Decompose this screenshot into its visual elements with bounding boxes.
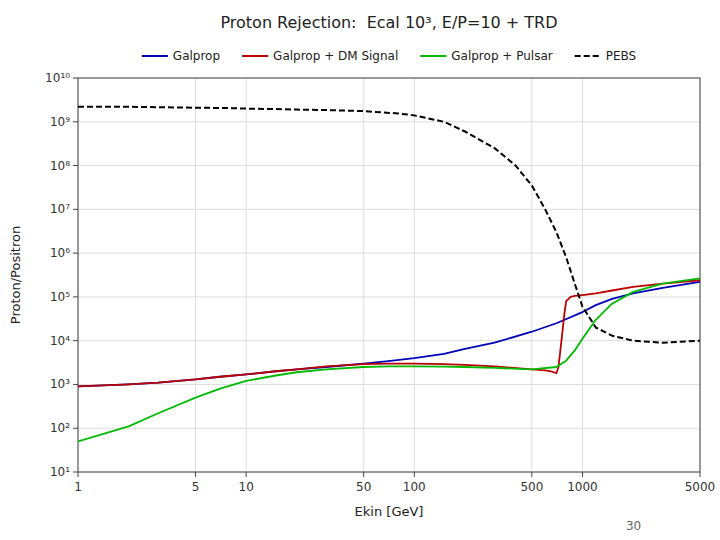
tick-label: 500 xyxy=(520,480,543,494)
grid xyxy=(78,78,700,472)
legend-swatch xyxy=(575,55,601,57)
tick-label: 1000 xyxy=(567,480,598,494)
tick xyxy=(700,472,701,477)
tick-label: 10⁸ xyxy=(50,159,70,173)
grid-line xyxy=(582,78,583,472)
tick xyxy=(73,78,78,79)
tick xyxy=(73,428,78,429)
tick xyxy=(582,472,583,477)
legend-label: Galprop + DM Signal xyxy=(273,49,398,63)
tick xyxy=(246,472,247,477)
series-line xyxy=(78,278,700,441)
tick-label: 1 xyxy=(74,480,82,494)
grid-line xyxy=(78,121,700,122)
tick-label: 10⁴ xyxy=(50,334,70,348)
grid-line xyxy=(78,209,700,210)
tick-label: 10⁹ xyxy=(50,115,70,129)
legend-swatch xyxy=(420,55,446,57)
legend: Galprop Galprop + DM Signal Galprop + Puls… xyxy=(142,49,636,63)
title: Proton Rejection: Ecal 10³, E/P=10 + TRD xyxy=(220,13,557,32)
axes: 1 5 10 50 100 500 1000 5000 10¹ 10² 10³ 10⁴ 10⁵ 10⁶ 10… xyxy=(45,71,715,494)
grid-line xyxy=(78,253,700,254)
series-line xyxy=(78,282,700,387)
tick xyxy=(414,472,415,477)
tick xyxy=(531,472,532,477)
tick xyxy=(195,472,196,477)
series-line xyxy=(78,280,700,386)
tick-label: 10⁷ xyxy=(50,202,70,216)
plot-frame xyxy=(78,78,700,472)
grid-line xyxy=(78,296,700,297)
grid-line xyxy=(78,340,700,341)
tick-label: 10 xyxy=(239,480,254,494)
tick-label: 100 xyxy=(403,480,426,494)
tick xyxy=(73,209,78,210)
tick-label: 10³ xyxy=(50,377,70,391)
tick-label: 10² xyxy=(50,421,70,435)
grid-line xyxy=(363,78,364,472)
tick xyxy=(73,121,78,122)
x-axis-label: Ekin [GeV] xyxy=(355,504,424,519)
tick-label: 5 xyxy=(192,480,200,494)
tick xyxy=(363,472,364,477)
grid-line xyxy=(531,78,532,472)
legend-swatch xyxy=(242,55,268,57)
tick xyxy=(73,296,78,297)
legend-item: Galprop + Pulsar xyxy=(420,49,552,63)
tick xyxy=(73,165,78,166)
series-lines xyxy=(78,107,700,442)
tick-label: 5000 xyxy=(685,480,716,494)
tick-label: 50 xyxy=(356,480,371,494)
tick-label: 10⁵ xyxy=(50,290,70,304)
series-line xyxy=(78,107,700,343)
grid-line xyxy=(414,78,415,472)
grid-line xyxy=(246,78,247,472)
tick xyxy=(73,472,78,473)
grid-line xyxy=(78,165,700,166)
legend-label: Galprop xyxy=(173,49,220,63)
legend-item: Galprop + DM Signal xyxy=(242,49,398,63)
tick xyxy=(78,472,79,477)
grid-line xyxy=(195,78,196,472)
legend-label: PEBS xyxy=(606,49,636,63)
tick-label: 10⁶ xyxy=(50,246,70,260)
grid-line xyxy=(78,428,700,429)
legend-item: Galprop xyxy=(142,49,220,63)
y-axis-label: Proton/Positron xyxy=(8,226,23,324)
tick-label: 10¹⁰ xyxy=(45,71,70,85)
grid-line xyxy=(78,384,700,385)
annotation: 30 xyxy=(626,519,641,533)
legend-item: PEBS xyxy=(575,49,636,63)
tick-label: 10¹ xyxy=(50,465,70,479)
legend-swatch xyxy=(142,55,168,57)
legend-label: Galprop + Pulsar xyxy=(451,49,552,63)
tick xyxy=(73,253,78,254)
tick xyxy=(73,384,78,385)
tick xyxy=(73,340,78,341)
chart: 1 5 10 50 100 500 1000 5000 10¹ 10² 10³ 10⁴ 10⁵ 10⁶ 10… xyxy=(0,0,720,540)
